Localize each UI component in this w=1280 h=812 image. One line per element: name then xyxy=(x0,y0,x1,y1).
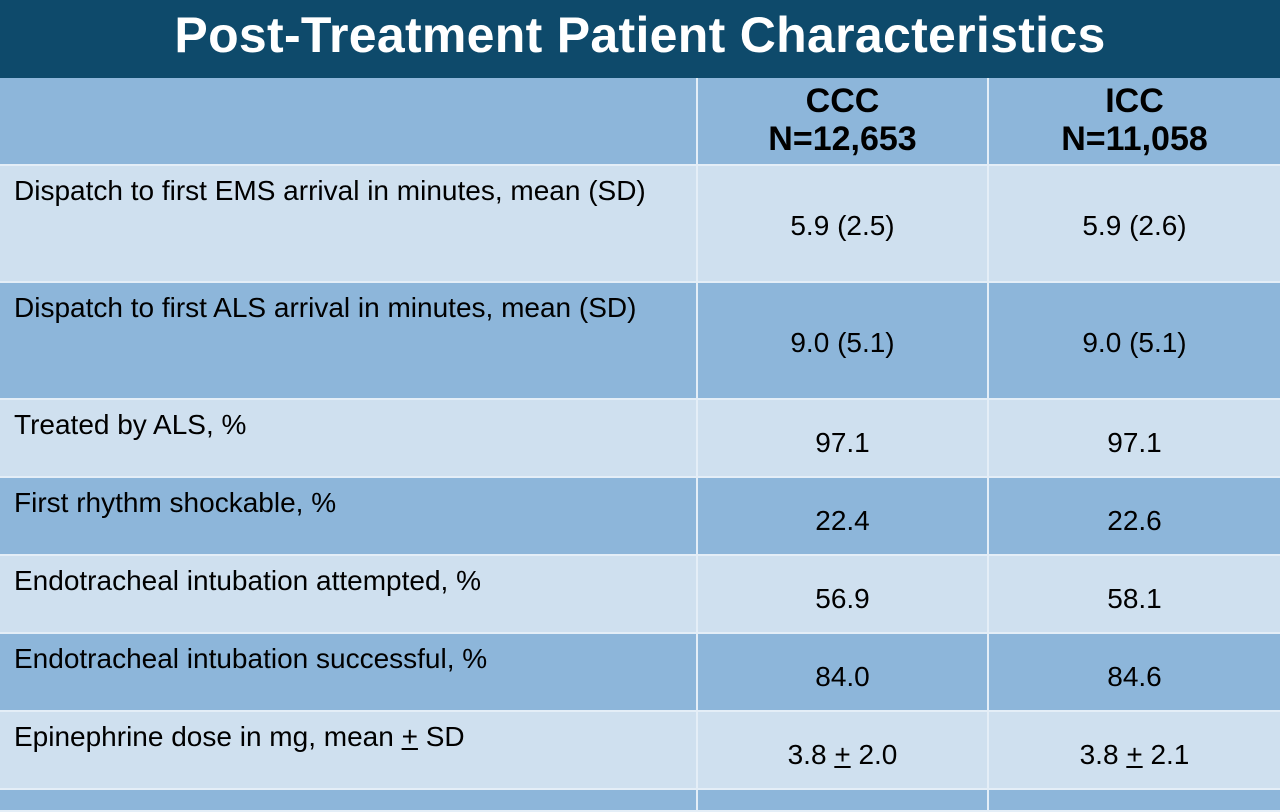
label-text: Epinephrine dose in mg, mean xyxy=(14,721,402,752)
table-row: Dispatch to first ALS arrival in minutes… xyxy=(0,282,1280,400)
table-row: Dispatch to first EMS arrival in minutes… xyxy=(0,165,1280,283)
ccc-value: 5.9 (2.5) xyxy=(790,210,895,241)
value-mean: 3.8 xyxy=(1079,739,1127,770)
icc-value: 97.1 xyxy=(1107,427,1162,458)
ccc-value: 56.9 xyxy=(815,583,870,614)
column-header-icc: ICC N=11,058 xyxy=(987,78,1280,166)
ccc-value: 84.0 xyxy=(815,661,870,692)
row-label: Epinephrine dose in mg, mean + SD xyxy=(0,712,696,755)
header-blank-cell xyxy=(0,78,697,166)
table-header-row: CCC N=12,653 ICC N=11,058 xyxy=(0,78,1280,166)
plus-minus-sign: + xyxy=(401,721,418,752)
value-sd: 2.1 xyxy=(1142,739,1190,770)
icc-value: 58.1 xyxy=(1107,583,1162,614)
characteristics-table: CCC N=12,653 ICC N=11,058 Dispatch to fi… xyxy=(0,78,1280,812)
ccc-value: 9.0 (5.1) xyxy=(790,327,895,358)
icc-value: 5.9 (2.6) xyxy=(1082,210,1187,241)
table-row: First rhythm shockable, % 22.4 22.6 xyxy=(0,477,1280,556)
page-title: Post-Treatment Patient Characteristics xyxy=(174,7,1106,63)
column-header-ccc: CCC N=12,653 xyxy=(696,78,988,166)
value-sd: 2.0 xyxy=(850,739,898,770)
icc-value: 84.6 xyxy=(1107,661,1162,692)
column-ccc-name: CCC xyxy=(805,82,880,120)
row-label: Dispatch to first EMS arrival in minutes… xyxy=(14,175,646,206)
label-text-suffix: SD xyxy=(417,721,465,752)
plus-minus-sign: + xyxy=(1126,739,1143,770)
table-row: Endotracheal intubation successful, % 84… xyxy=(0,633,1280,712)
column-icc-n: N=11,058 xyxy=(1061,120,1208,158)
icc-value: 9.0 (5.1) xyxy=(1082,327,1187,358)
column-icc-name: ICC xyxy=(1105,82,1164,120)
table-row: Treated by ALS, % 97.1 97.1 xyxy=(0,399,1280,478)
table-row: Endotracheal intubation attempted, % 56.… xyxy=(0,555,1280,634)
row-label: Dispatch to first ALS arrival in minutes… xyxy=(14,292,637,323)
value-mean: 3.8 xyxy=(787,739,835,770)
table-row-partial xyxy=(0,789,1280,812)
icc-value: 22.6 xyxy=(1107,505,1162,536)
title-bar: Post-Treatment Patient Characteristics xyxy=(0,0,1280,78)
row-label: Treated by ALS, % xyxy=(14,409,247,440)
icc-value: 3.8 + 2.1 xyxy=(989,712,1280,771)
ccc-value: 22.4 xyxy=(815,505,870,536)
row-label: First rhythm shockable, % xyxy=(14,487,337,518)
row-label: Endotracheal intubation attempted, % xyxy=(14,565,481,596)
ccc-value: 3.8 + 2.0 xyxy=(698,712,987,771)
column-ccc-n: N=12,653 xyxy=(768,120,917,158)
ccc-value: 97.1 xyxy=(815,427,870,458)
table-row: Epinephrine dose in mg, mean + SD 3.8 + … xyxy=(0,711,1280,790)
plus-minus-sign: + xyxy=(834,739,851,770)
row-label: Endotracheal intubation successful, % xyxy=(14,643,488,674)
